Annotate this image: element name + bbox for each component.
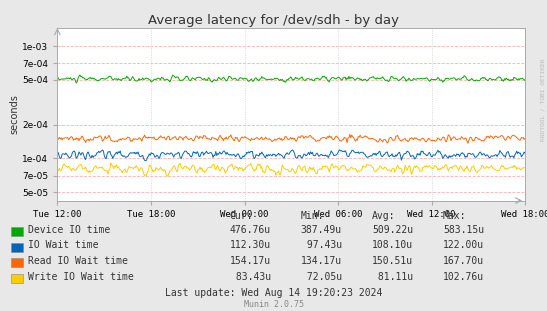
Text: Last update: Wed Aug 14 19:20:23 2024: Last update: Wed Aug 14 19:20:23 2024	[165, 288, 382, 298]
Text: 81.11u: 81.11u	[372, 272, 413, 281]
Text: 102.76u: 102.76u	[443, 272, 484, 281]
Text: Max:: Max:	[443, 211, 467, 221]
Text: 97.43u: 97.43u	[301, 240, 342, 250]
Text: 387.49u: 387.49u	[301, 225, 342, 235]
Text: Read IO Wait time: Read IO Wait time	[28, 256, 129, 266]
Text: 167.70u: 167.70u	[443, 256, 484, 266]
Text: 134.17u: 134.17u	[301, 256, 342, 266]
Text: 72.05u: 72.05u	[301, 272, 342, 281]
Text: Device IO time: Device IO time	[28, 225, 110, 235]
Text: 150.51u: 150.51u	[372, 256, 413, 266]
Text: Min:: Min:	[301, 211, 324, 221]
Text: 583.15u: 583.15u	[443, 225, 484, 235]
Text: 112.30u: 112.30u	[230, 240, 271, 250]
Text: Write IO Wait time: Write IO Wait time	[28, 272, 134, 281]
Text: Munin 2.0.75: Munin 2.0.75	[243, 300, 304, 309]
Text: RRDTOOL / TOBI OETIKER: RRDTOOL / TOBI OETIKER	[541, 58, 546, 141]
Text: Avg:: Avg:	[372, 211, 395, 221]
Text: 83.43u: 83.43u	[230, 272, 271, 281]
Text: Average latency for /dev/sdh - by day: Average latency for /dev/sdh - by day	[148, 14, 399, 27]
Text: 108.10u: 108.10u	[372, 240, 413, 250]
Text: IO Wait time: IO Wait time	[28, 240, 99, 250]
Text: 476.76u: 476.76u	[230, 225, 271, 235]
Text: 509.22u: 509.22u	[372, 225, 413, 235]
Text: 154.17u: 154.17u	[230, 256, 271, 266]
Text: Cur:: Cur:	[230, 211, 253, 221]
Y-axis label: seconds: seconds	[9, 94, 20, 134]
Text: 122.00u: 122.00u	[443, 240, 484, 250]
